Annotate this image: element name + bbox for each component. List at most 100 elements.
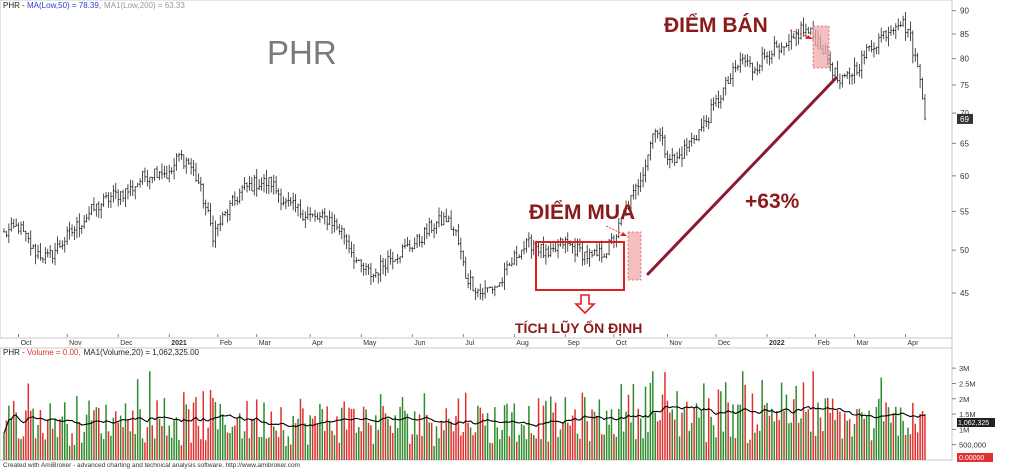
ohlc-bar: [75, 216, 78, 239]
ohlc-bar: [323, 208, 326, 225]
volume-bar: [54, 419, 56, 460]
ohlc-bar: [262, 174, 266, 193]
volume-bar: [853, 423, 856, 460]
volume-bar: [472, 435, 474, 460]
month-tick-label: Sep: [567, 340, 580, 347]
volume-bar: [119, 415, 122, 460]
volume-bar: [851, 436, 853, 460]
consolidation-box: [535, 241, 625, 291]
ohlc-bar: [804, 23, 807, 39]
ohlc-bar: [265, 169, 268, 194]
ohlc-bar: [168, 164, 171, 183]
volume-bar: [231, 426, 234, 460]
ohlc-bar: [36, 244, 40, 260]
volume-bar: [715, 437, 717, 460]
ohlc-bar: [46, 248, 49, 258]
volume-tick-label: 2M: [959, 395, 969, 404]
ohlc-bar: [870, 40, 873, 53]
volume-bar: [793, 399, 795, 460]
ohlc-bar: [287, 192, 290, 207]
volume-bar: [229, 433, 231, 460]
volume-bar: [170, 437, 173, 460]
volume-bar: [81, 442, 83, 460]
ohlc-bar: [763, 48, 766, 60]
ohlc-bar: [197, 173, 200, 184]
volume-bar: [367, 422, 370, 460]
ohlc-bar: [97, 201, 100, 218]
ohlc-bar: [423, 227, 426, 245]
volume-bar: [180, 445, 183, 460]
ohlc-bar: [501, 277, 504, 287]
ohlc-bar: [236, 196, 239, 206]
month-tick-label: May: [363, 340, 377, 347]
ohlc-bar: [454, 229, 458, 237]
ohlc-bar: [663, 134, 667, 159]
ohlc-bar: [761, 46, 764, 72]
volume-ma-value: 1,062,325: [958, 420, 989, 427]
ohlc-bar: [593, 249, 596, 256]
ohlc-bar: [163, 165, 166, 178]
ohlc-bar: [134, 186, 137, 200]
ohlc-bar: [100, 202, 103, 219]
ohlc-bar: [177, 152, 181, 162]
volume-bar: [469, 427, 472, 460]
ohlc-bar: [476, 288, 479, 298]
last-price-tag: 69: [957, 113, 973, 124]
ohlc-bar: [756, 61, 759, 76]
volume-bar: [724, 382, 727, 460]
ohlc-bar: [590, 249, 594, 258]
ohlc-bar: [153, 168, 156, 181]
volume-bar: [328, 422, 331, 460]
volume-bar: [435, 426, 438, 460]
volume-bar: [406, 413, 409, 460]
volume-bar: [503, 405, 506, 460]
volume-bar: [460, 435, 462, 460]
volume-bar: [144, 442, 146, 460]
ohlc-bar: [231, 194, 234, 206]
volume-bar: [83, 431, 85, 460]
volume-bar: [112, 417, 115, 460]
ohlc-bar: [403, 238, 407, 249]
volume-bar: [319, 403, 321, 460]
volume-bar: [899, 407, 902, 460]
volume-bar: [372, 443, 375, 460]
volume-bar: [39, 410, 42, 460]
volume-bar: [289, 444, 292, 460]
ohlc-bar: [381, 257, 385, 275]
ohlc-bar: [807, 27, 810, 34]
volume-bar: [248, 438, 251, 460]
volume-bar: [897, 435, 899, 460]
ohlc-bar: [680, 146, 684, 167]
volume-bar: [46, 420, 49, 460]
ohlc-bar: [117, 189, 120, 207]
ohlc-bar: [459, 237, 462, 260]
volume-bar: [450, 421, 452, 460]
ohlc-bar: [770, 50, 773, 64]
ohlc-bar: [129, 179, 132, 197]
volume-bar: [513, 403, 516, 460]
price-tick-label: 55: [960, 207, 969, 216]
ohlc-bar: [707, 117, 710, 130]
volume-bar: [567, 422, 569, 460]
volume-bar: [579, 438, 581, 460]
volume-bar: [858, 408, 861, 460]
volume-bar: [758, 430, 761, 460]
ohlc-bar: [768, 50, 771, 66]
sell-point-highlight: [812, 25, 830, 69]
ohlc-bar: [301, 209, 304, 221]
volume-bar: [294, 423, 297, 460]
volume-bar: [705, 442, 708, 460]
volume-bar: [309, 415, 311, 460]
volume-y-axis: 500,000 1M 1.5M 2M 2.5M 3M 1,062,325 0.00000: [952, 364, 995, 462]
ohlc-bar: [248, 176, 251, 191]
ohlc-bar: [515, 245, 518, 266]
ohlc-bar: [712, 97, 715, 111]
ohlc-bar: [646, 154, 650, 171]
ohlc-bar: [24, 230, 27, 242]
price-tick-label: 85: [960, 30, 969, 39]
volume-bar: [895, 406, 897, 460]
volume-bar: [411, 434, 413, 460]
volume-bar: [491, 443, 494, 460]
ohlc-bar: [277, 188, 280, 203]
ohlc-bar: [29, 230, 32, 256]
